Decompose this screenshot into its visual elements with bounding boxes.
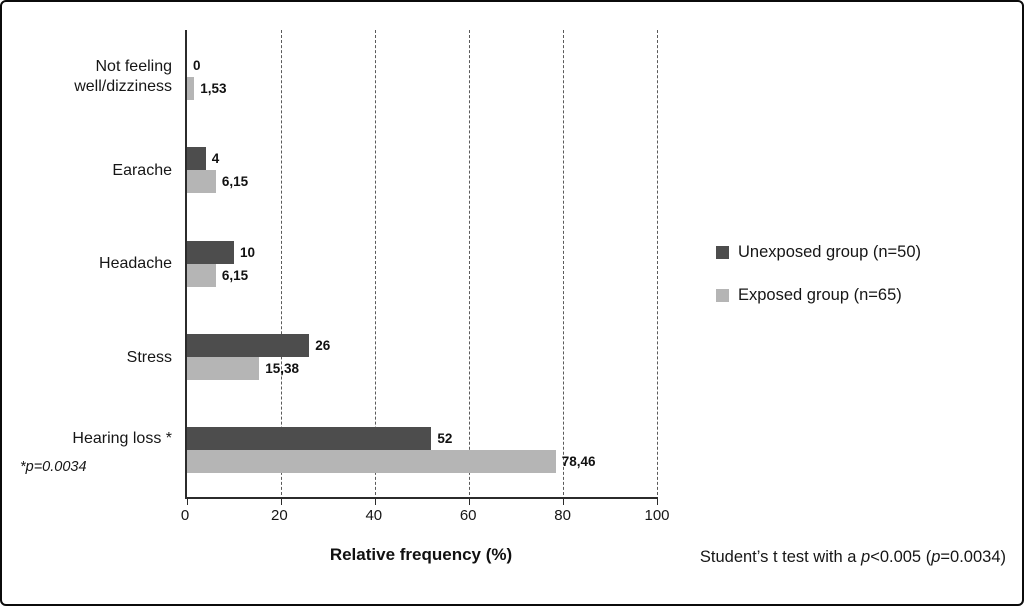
axis-tick xyxy=(281,497,282,505)
footnote-text: p xyxy=(861,548,871,566)
xtick-label: 0 xyxy=(180,507,190,524)
bar-row: 1,53 xyxy=(187,76,657,100)
x-axis-tick-labels: 0 20 40 60 80 100 xyxy=(181,507,670,527)
bar xyxy=(187,170,216,194)
bar-value-label: 0 xyxy=(193,57,201,73)
bar-row: 26 xyxy=(187,333,657,357)
bar-value-label: 6,15 xyxy=(221,267,249,283)
bar-value-label: 52 xyxy=(437,431,453,447)
axis-tick xyxy=(469,497,470,505)
bar-pair: 26 15,38 xyxy=(187,333,657,380)
bar xyxy=(187,356,260,380)
bar-value-label: 26 xyxy=(315,337,331,353)
footnote: Student’s t test with a p<0.005 (p=0.003… xyxy=(700,548,1006,567)
bar-row: 4 xyxy=(187,147,657,171)
bar-pair: 4 6,15 xyxy=(187,147,657,194)
gridline xyxy=(281,30,282,505)
plot-area: 0 1,53 4 6,15 10 6,15 26 15,38 52 78,46 xyxy=(185,30,658,505)
bar-group: 4 6,15 xyxy=(187,123,657,216)
bar xyxy=(187,450,556,474)
category-label: Not feeling well/dizziness xyxy=(74,57,172,95)
gridline xyxy=(563,30,564,505)
bar xyxy=(187,263,216,287)
bar-pair: 52 78,46 xyxy=(187,427,657,474)
bar-pair: 10 6,15 xyxy=(187,240,657,287)
xtick-label: 20 xyxy=(271,507,288,524)
legend-label: Unexposed group (n=50) xyxy=(738,243,921,261)
bar-value-label: 10 xyxy=(240,244,256,260)
footnote-text: =0.0034) xyxy=(940,548,1006,566)
category-label: Headache xyxy=(99,255,172,273)
bar-group: 0 1,53 xyxy=(187,30,657,123)
bar-group: 52 78,46 xyxy=(187,404,657,497)
bar-pair: 0 1,53 xyxy=(187,54,657,100)
bar-group: 26 15,38 xyxy=(187,310,657,403)
bar-row: 10 xyxy=(187,240,657,264)
bar-value-label: 4 xyxy=(211,151,220,167)
category-label-slot: Hearing loss * *p=0.0034 xyxy=(20,405,172,499)
bar-value-label: 78,46 xyxy=(561,454,596,470)
category-label: Earache xyxy=(112,161,172,179)
legend-swatch xyxy=(716,246,729,259)
category-label: Hearing loss * xyxy=(72,430,172,448)
x-axis-title: Relative frequency (%) xyxy=(329,545,513,564)
bar-value-label: 6,15 xyxy=(221,174,249,190)
y-axis-category-labels: Not feeling well/dizziness Earache Headach… xyxy=(20,30,172,499)
legend: Unexposed group (n=50) Exposed group (n=6… xyxy=(716,243,921,305)
axis-tick xyxy=(563,497,564,505)
bar-row: 78,46 xyxy=(187,450,657,474)
xtick-label: 80 xyxy=(554,507,571,524)
axis-tick xyxy=(187,497,188,505)
footnote-text: p xyxy=(931,548,941,566)
gridline xyxy=(657,30,658,505)
axis-tick xyxy=(375,497,376,505)
bar-row: 0 xyxy=(187,54,657,77)
category-label-slot: Earache xyxy=(20,124,172,218)
bar-row: 6,15 xyxy=(187,263,657,287)
bar-row: 6,15 xyxy=(187,170,657,194)
footnote-text: <0.005 ( xyxy=(870,548,932,566)
legend-item: Exposed group (n=65) xyxy=(716,286,921,305)
axis-tick xyxy=(657,497,658,505)
category-sublabel: *p=0.0034 xyxy=(20,459,87,476)
bar-row: 15,38 xyxy=(187,356,657,380)
bar xyxy=(187,147,206,171)
legend-label: Exposed group (n=65) xyxy=(738,286,902,304)
bar-row: 52 xyxy=(187,427,657,451)
category-label-slot: Headache xyxy=(20,218,172,312)
bar xyxy=(187,333,310,357)
xtick-label: 60 xyxy=(459,507,477,524)
xtick-label: 40 xyxy=(365,507,383,524)
gridline xyxy=(375,30,376,505)
legend-item: Unexposed group (n=50) xyxy=(716,243,921,262)
category-label: Stress xyxy=(126,349,172,367)
bar-groups: 0 1,53 4 6,15 10 6,15 26 15,38 52 78,46 xyxy=(187,30,657,497)
xtick-label: 100 xyxy=(644,507,670,524)
bar xyxy=(187,240,234,264)
bar-group: 10 6,15 xyxy=(187,217,657,310)
bar xyxy=(187,427,432,451)
footnote-text: Student’s t test with a xyxy=(699,548,861,566)
category-label-slot: Stress xyxy=(20,311,172,405)
bar-value-label: 1,53 xyxy=(200,80,227,96)
category-label-slot: Not feeling well/dizziness xyxy=(20,30,172,124)
bar-value-label: 15,38 xyxy=(265,360,300,376)
bar xyxy=(187,76,195,100)
legend-swatch xyxy=(716,289,729,302)
gridline xyxy=(469,30,470,505)
